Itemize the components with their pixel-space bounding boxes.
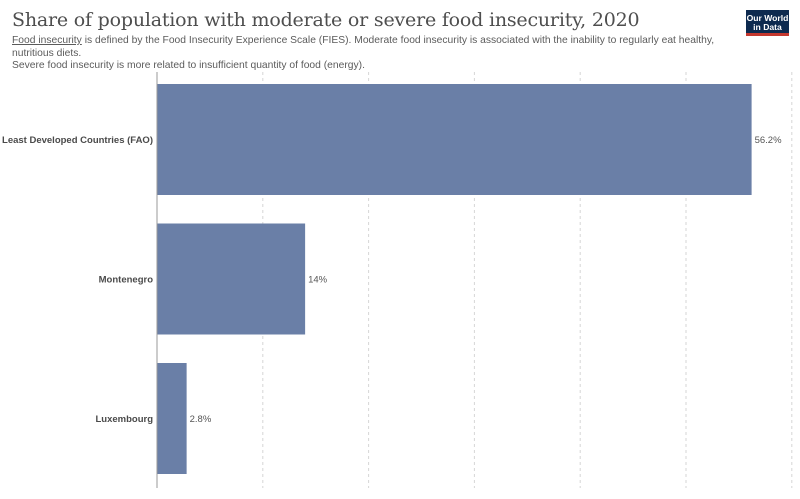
value-label: 56.2%	[755, 135, 782, 146]
logo-line-1: Our World	[746, 13, 789, 23]
category-label: Least Developed Countries (FAO)	[2, 135, 153, 146]
subtitle-line-2: Severe food insecurity is more related t…	[12, 60, 365, 71]
bar	[157, 223, 306, 335]
chart-title: Share of population with moderate or sev…	[12, 9, 640, 31]
value-label: 2.8%	[190, 414, 212, 425]
subtitle-text-1: is defined by the Food Insecurity Experi…	[12, 35, 715, 59]
owid-logo[interactable]: Our World in Data	[746, 10, 789, 36]
value-label: 14%	[308, 275, 328, 286]
subtitle-line-1: Food insecurity is defined by the Food I…	[12, 35, 742, 60]
category-label: Luxembourg	[95, 414, 153, 425]
bar	[157, 84, 752, 195]
chart-subtitle: Food insecurity is defined by the Food I…	[12, 35, 742, 73]
category-label: Montenegro	[99, 275, 154, 286]
bar	[157, 363, 187, 474]
logo-line-2: in Data	[753, 22, 782, 32]
food-insecurity-link[interactable]: Food insecurity	[12, 35, 82, 46]
